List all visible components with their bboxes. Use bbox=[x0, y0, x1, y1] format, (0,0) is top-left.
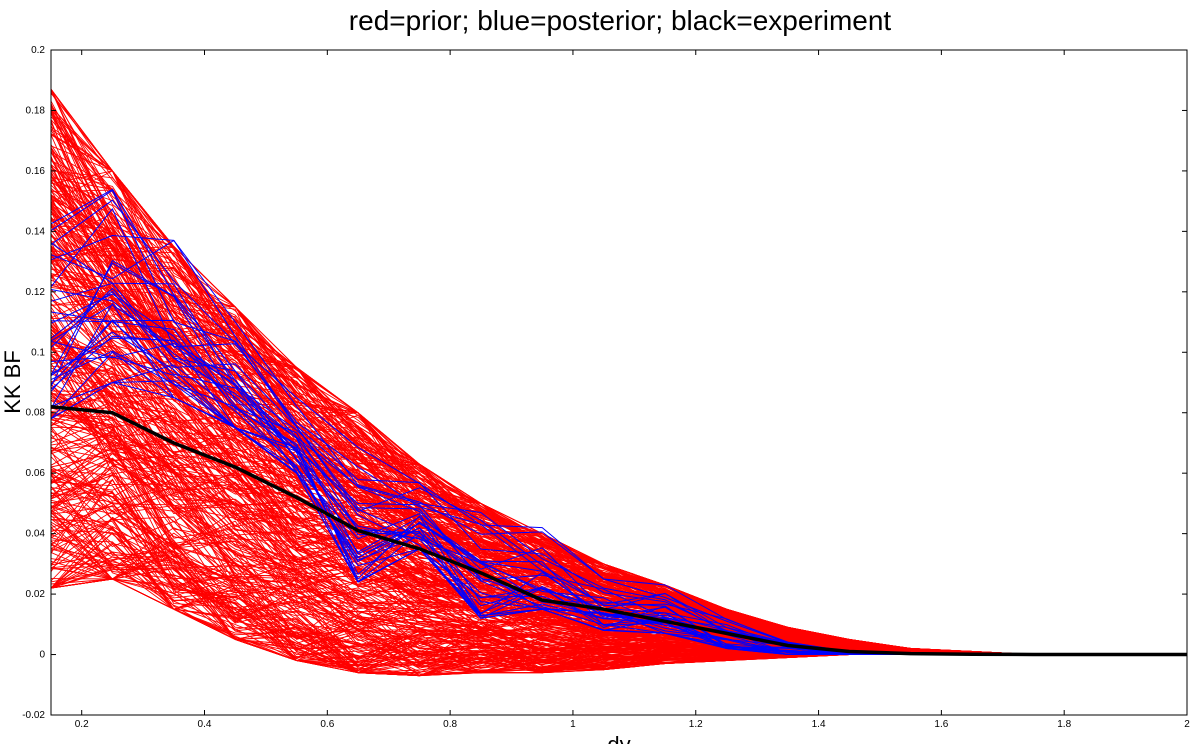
y-tick-label: 0.16 bbox=[26, 166, 46, 177]
x-tick-label: 1.4 bbox=[812, 719, 826, 730]
prior-series-group bbox=[50, 89, 1187, 677]
y-tick-label: 0.08 bbox=[26, 408, 46, 419]
x-tick-label: 1.8 bbox=[1057, 719, 1071, 730]
x-tick-label: 1 bbox=[570, 719, 576, 730]
y-tick-label: 0.2 bbox=[31, 45, 45, 56]
y-tick-label: -0.02 bbox=[22, 710, 45, 721]
y-axis-label: KK BF bbox=[0, 350, 25, 414]
x-tick-label: 0.8 bbox=[443, 719, 457, 730]
x-tick-label: 0.6 bbox=[320, 719, 334, 730]
x-tick-label: 1.2 bbox=[689, 719, 703, 730]
y-tick-label: 0 bbox=[39, 650, 45, 661]
y-tick-label: 0.06 bbox=[26, 468, 46, 479]
x-tick-label: 1.6 bbox=[934, 719, 948, 730]
x-tick-label: 0.4 bbox=[198, 719, 212, 730]
x-axis-label: dy bbox=[607, 732, 630, 744]
y-tick-label: 0.12 bbox=[26, 287, 46, 298]
axis-ticks: 0.2 0.4 0.6 0.8 1 1.2 1.4 1.6 1.8 2 -0.02 0 0.02 0.04… bbox=[22, 45, 1190, 730]
y-tick-label: 0.1 bbox=[31, 347, 45, 358]
y-tick-label: 0.04 bbox=[26, 529, 46, 540]
plot-frame bbox=[50, 49, 1188, 716]
x-tick-label: 2 bbox=[1184, 719, 1190, 730]
y-tick-label: 0.18 bbox=[26, 105, 46, 116]
experiment-series-group bbox=[50, 404, 1187, 657]
chart-title: red=prior; blue=posterior; black=experim… bbox=[349, 5, 892, 36]
experiment-series-line bbox=[50, 404, 1187, 657]
y-tick-label: 0.02 bbox=[26, 589, 46, 600]
x-tick-label: 0.2 bbox=[75, 719, 89, 730]
y-tick-label: 0.14 bbox=[26, 226, 46, 237]
